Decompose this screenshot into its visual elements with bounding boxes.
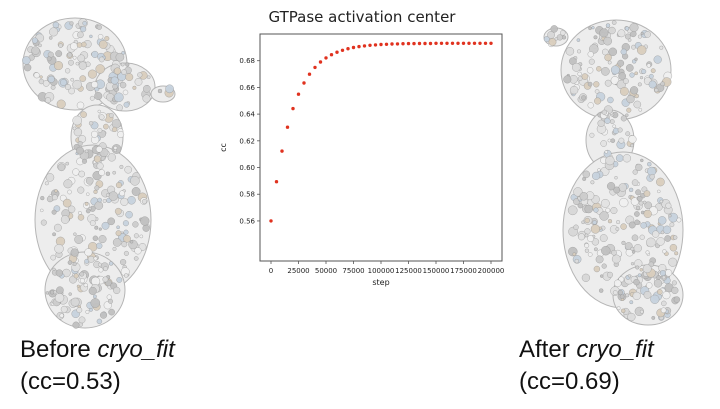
caption-before: Before cryo_fit (cc=0.53) xyxy=(20,334,175,399)
caption-after-prefix: After xyxy=(519,336,577,363)
chart-block: GTPase activation center 0 25000 50000 7500… xyxy=(212,8,512,308)
svg-text:0.62: 0.62 xyxy=(239,137,255,145)
svg-text:50000: 50000 xyxy=(315,267,337,275)
caption-after-program: cryo_fit xyxy=(576,336,654,363)
svg-text:0.66: 0.66 xyxy=(239,84,255,92)
svg-text:0.56: 0.56 xyxy=(239,217,255,225)
svg-text:175000: 175000 xyxy=(450,267,477,275)
caption-before-cc: (cc=0.53) xyxy=(20,368,121,396)
svg-text:step: step xyxy=(372,278,389,287)
svg-text:150000: 150000 xyxy=(423,267,450,275)
svg-text:0.60: 0.60 xyxy=(239,164,255,172)
cc-vs-step-chart: 0 25000 50000 75000 100000 125000 150000 175000… xyxy=(219,33,505,287)
after-structure-svg xyxy=(543,19,684,326)
svg-text:100000: 100000 xyxy=(368,267,395,275)
after-structure-image xyxy=(518,5,713,335)
caption-after: After cryo_fit (cc=0.69) xyxy=(519,334,654,399)
before-structure-image xyxy=(5,2,200,334)
caption-before-program: cryo_fit xyxy=(97,336,175,363)
caption-before-prefix: Before xyxy=(20,336,98,363)
svg-text:25000: 25000 xyxy=(287,267,309,275)
chart-title: GTPase activation center xyxy=(268,8,456,26)
svg-text:0.64: 0.64 xyxy=(239,111,255,119)
svg-text:125000: 125000 xyxy=(395,267,422,275)
svg-text:cc: cc xyxy=(219,143,228,152)
caption-before-line1: Before cryo_fit xyxy=(20,334,175,366)
caption-after-cc: (cc=0.69) xyxy=(519,368,620,396)
svg-text:75000: 75000 xyxy=(342,267,364,275)
caption-after-line1: After cryo_fit xyxy=(519,334,654,366)
svg-text:0.58: 0.58 xyxy=(239,191,255,199)
before-structure-svg xyxy=(22,17,176,329)
svg-text:0.68: 0.68 xyxy=(239,57,255,65)
svg-text:0: 0 xyxy=(269,267,273,275)
svg-text:200000: 200000 xyxy=(478,267,505,275)
